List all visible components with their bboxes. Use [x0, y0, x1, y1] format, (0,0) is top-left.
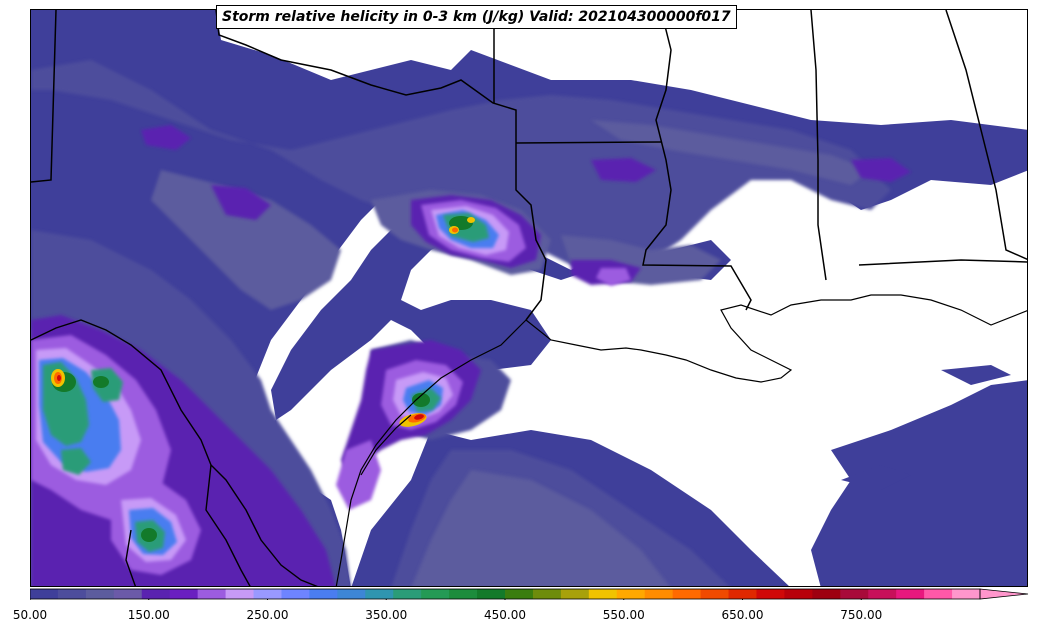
colorbar-segment	[896, 589, 925, 599]
colorbar-segment	[477, 589, 506, 599]
colorbar-segment	[113, 589, 143, 599]
colorbar-segment	[756, 589, 785, 599]
colorbar-tick-label: 150.00	[127, 608, 170, 622]
colorbar-segment	[560, 589, 590, 599]
map-title: Storm relative helicity in 0-3 km (J/kg)…	[216, 5, 737, 29]
colorbar-segment	[449, 589, 478, 599]
map-panel	[30, 9, 1028, 587]
colorbar-segment	[197, 589, 227, 599]
colorbar-segment	[393, 589, 422, 599]
colorbar-segment	[588, 589, 618, 599]
colorbar-segment	[225, 589, 255, 599]
colorbar-segment	[616, 589, 646, 599]
colorbar-segment	[365, 589, 394, 599]
colorbar-tick-label: 250.00	[246, 608, 289, 622]
colorbar-segment	[532, 589, 562, 599]
colorbar-segment	[868, 589, 897, 599]
colorbar-segment	[952, 589, 981, 599]
colorbar	[30, 588, 1029, 600]
colorbar-extend-arrow	[979, 588, 1029, 600]
colorbar-segment	[281, 589, 310, 599]
colorbar-segment	[309, 589, 338, 599]
mexico-border	[31, 319, 318, 586]
colorbar-segment	[924, 589, 953, 599]
colorbar-tick-label: 550.00	[602, 608, 645, 622]
colorbar-tick-label: 650.00	[721, 608, 764, 622]
colorbar-segment	[644, 589, 674, 599]
colorbar-segment	[784, 589, 813, 599]
state-boundaries	[31, 10, 1027, 321]
colorbar-segment	[337, 589, 366, 599]
contour-level-650	[57, 375, 424, 420]
colorbar-segment	[57, 589, 87, 599]
colorbar-segment	[141, 589, 171, 599]
colorbar-segment	[812, 589, 841, 599]
colorbar-segment	[30, 589, 59, 599]
colorbar-segment	[253, 589, 282, 599]
colorbar-segment	[85, 589, 115, 599]
colorbar-segment	[672, 589, 702, 599]
helicity-map	[31, 10, 1027, 586]
colorbar-tick-label: 350.00	[365, 608, 408, 622]
colorbar-segment	[421, 589, 450, 599]
colorbar-tick-label: 750.00	[840, 608, 883, 622]
colorbar-segment	[505, 589, 534, 599]
colorbar-tick-label: 450.00	[484, 608, 526, 622]
colorbar-segment	[700, 589, 730, 599]
colorbar-segment	[169, 589, 199, 599]
colorbar-segment	[728, 589, 757, 599]
colorbar-segment	[840, 589, 869, 599]
colorbar-tick-label: 50.00	[12, 608, 48, 622]
coastline	[335, 294, 1027, 586]
